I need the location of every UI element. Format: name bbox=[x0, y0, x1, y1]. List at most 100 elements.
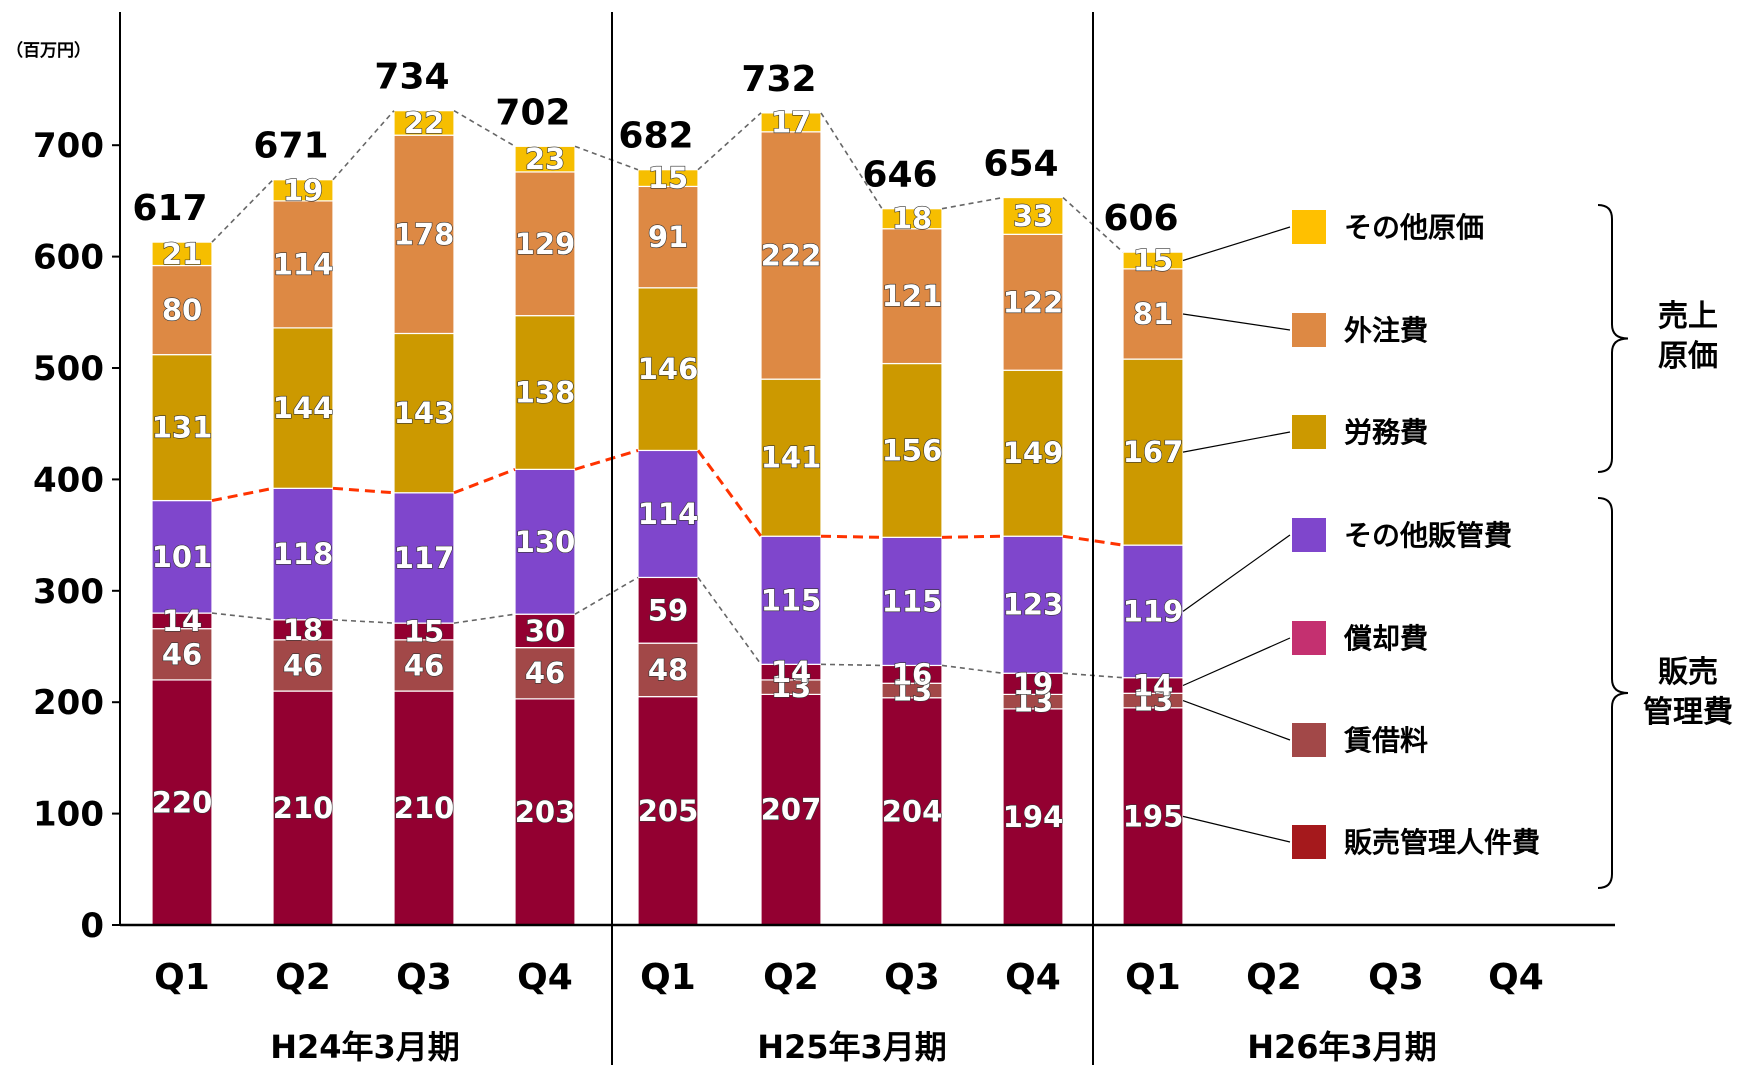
sga-boundary-line bbox=[697, 576, 762, 665]
bar-segment bbox=[1122, 707, 1184, 926]
sga-boundary-line bbox=[574, 576, 639, 615]
legend-swatch bbox=[1292, 825, 1326, 859]
segment-value-label: 167 bbox=[1123, 435, 1184, 469]
bar-segment bbox=[272, 200, 334, 329]
bar-segment bbox=[514, 315, 576, 470]
total-connector-line bbox=[941, 196, 1004, 210]
segment-value-label: 115 bbox=[761, 583, 822, 617]
total-value-label: 606 bbox=[1103, 198, 1178, 239]
segment-value-label: 203 bbox=[515, 795, 576, 829]
segment-value-label: 121 bbox=[882, 279, 943, 313]
group-label-cost-line2: 原価 bbox=[1658, 339, 1718, 374]
cost-boundary-line bbox=[1062, 534, 1124, 547]
bar-segment bbox=[151, 241, 213, 267]
legend-label: 賃借料 bbox=[1343, 724, 1428, 757]
segment-value-label: 17 bbox=[771, 105, 811, 139]
segment-value-label: 178 bbox=[394, 217, 455, 251]
segment-value-label: 21 bbox=[162, 237, 202, 271]
bar-segment bbox=[637, 287, 699, 452]
segment-value-label: 210 bbox=[394, 791, 455, 825]
bar-segment bbox=[272, 690, 334, 926]
quarter-label: Q1 bbox=[154, 957, 210, 998]
segment-value-label: 30 bbox=[525, 614, 565, 648]
bar-segment bbox=[514, 145, 576, 173]
total-connector-line bbox=[574, 145, 639, 171]
segment-value-label: 194 bbox=[1003, 800, 1064, 834]
quarter-label: Q3 bbox=[396, 957, 452, 998]
legend-swatch bbox=[1292, 210, 1326, 244]
bar-segment bbox=[637, 696, 699, 926]
quarter-label: Q1 bbox=[1125, 957, 1181, 998]
segment-value-label: 195 bbox=[1123, 799, 1184, 833]
y-tick-label: 400 bbox=[33, 460, 104, 500]
segment-value-label: 122 bbox=[1003, 285, 1064, 319]
y-tick-label: 300 bbox=[33, 572, 104, 612]
segment-value-label: 23 bbox=[525, 142, 565, 176]
legend-label: その他原価 bbox=[1344, 211, 1484, 244]
bar-segment bbox=[393, 134, 455, 335]
segment-value-label: 80 bbox=[162, 293, 202, 327]
quarter-label: Q2 bbox=[275, 957, 331, 998]
legend-swatch bbox=[1292, 723, 1326, 757]
cost-boundary-line bbox=[332, 486, 395, 495]
bar-segment bbox=[393, 690, 455, 926]
y-tick-label: 700 bbox=[33, 126, 104, 166]
bar-segment bbox=[151, 264, 213, 356]
bar-segment bbox=[1002, 535, 1064, 674]
cost-boundary-line bbox=[941, 534, 1004, 539]
cost-boundary-line bbox=[211, 486, 274, 503]
segment-value-label: 220 bbox=[152, 785, 213, 819]
segment-value-label: 138 bbox=[515, 376, 576, 410]
legend-leader-line bbox=[1182, 699, 1291, 741]
bar-segment bbox=[760, 535, 822, 665]
brace-cost-of-sales bbox=[1597, 204, 1629, 473]
segment-value-label: 204 bbox=[882, 794, 943, 828]
bar-segment bbox=[760, 131, 822, 380]
bar-segment bbox=[272, 487, 334, 621]
segment-value-label: 146 bbox=[638, 352, 699, 386]
segment-value-label: 46 bbox=[283, 648, 323, 682]
segment-value-label: 13 bbox=[1133, 684, 1173, 718]
bar-segment bbox=[272, 639, 334, 692]
legend-leader-line bbox=[1182, 637, 1291, 687]
y-tick-label: 100 bbox=[33, 795, 104, 835]
legend-label: 外注費 bbox=[1344, 314, 1428, 347]
period-label: H25年3月期 bbox=[757, 1028, 947, 1065]
segment-value-label: 13 bbox=[771, 670, 811, 704]
bar-segment bbox=[1002, 233, 1064, 371]
bar-segment bbox=[637, 169, 699, 188]
segment-value-label: 117 bbox=[394, 541, 455, 575]
segment-value-label: 18 bbox=[283, 613, 323, 647]
total-connector-line bbox=[697, 112, 762, 171]
segment-value-label: 81 bbox=[1133, 297, 1173, 331]
bar-segment bbox=[151, 354, 213, 502]
segment-value-label: 14 bbox=[771, 655, 811, 689]
segment-value-label: 46 bbox=[404, 648, 444, 682]
total-connector-line bbox=[332, 110, 395, 181]
segment-value-label: 118 bbox=[273, 537, 334, 571]
bar-segment bbox=[881, 362, 943, 538]
cost-boundary-line bbox=[574, 448, 639, 471]
bar-segment bbox=[637, 185, 699, 289]
legend-label: その他販管費 bbox=[1344, 519, 1512, 552]
quarter-label: Q2 bbox=[763, 957, 819, 998]
segment-value-label: 143 bbox=[394, 396, 455, 430]
segment-value-label: 15 bbox=[1133, 243, 1173, 277]
total-value-label: 654 bbox=[983, 144, 1058, 185]
segment-value-label: 114 bbox=[273, 247, 334, 281]
segment-value-label: 91 bbox=[648, 220, 688, 254]
segment-value-label: 59 bbox=[648, 593, 688, 627]
cost-boundary-line bbox=[453, 467, 516, 495]
quarter-label: Q4 bbox=[1005, 957, 1061, 998]
legend-swatch bbox=[1292, 518, 1326, 552]
segment-value-label: 48 bbox=[648, 653, 688, 687]
segment-value-label: 22 bbox=[404, 106, 444, 140]
segment-value-label: 13 bbox=[892, 674, 932, 708]
legend-leader-line bbox=[1182, 313, 1291, 331]
bar-segment bbox=[637, 576, 699, 644]
bar-segment bbox=[272, 327, 334, 489]
segment-value-label: 15 bbox=[648, 161, 688, 195]
bar-segment bbox=[514, 647, 576, 700]
legend-leader-line bbox=[1182, 431, 1291, 453]
